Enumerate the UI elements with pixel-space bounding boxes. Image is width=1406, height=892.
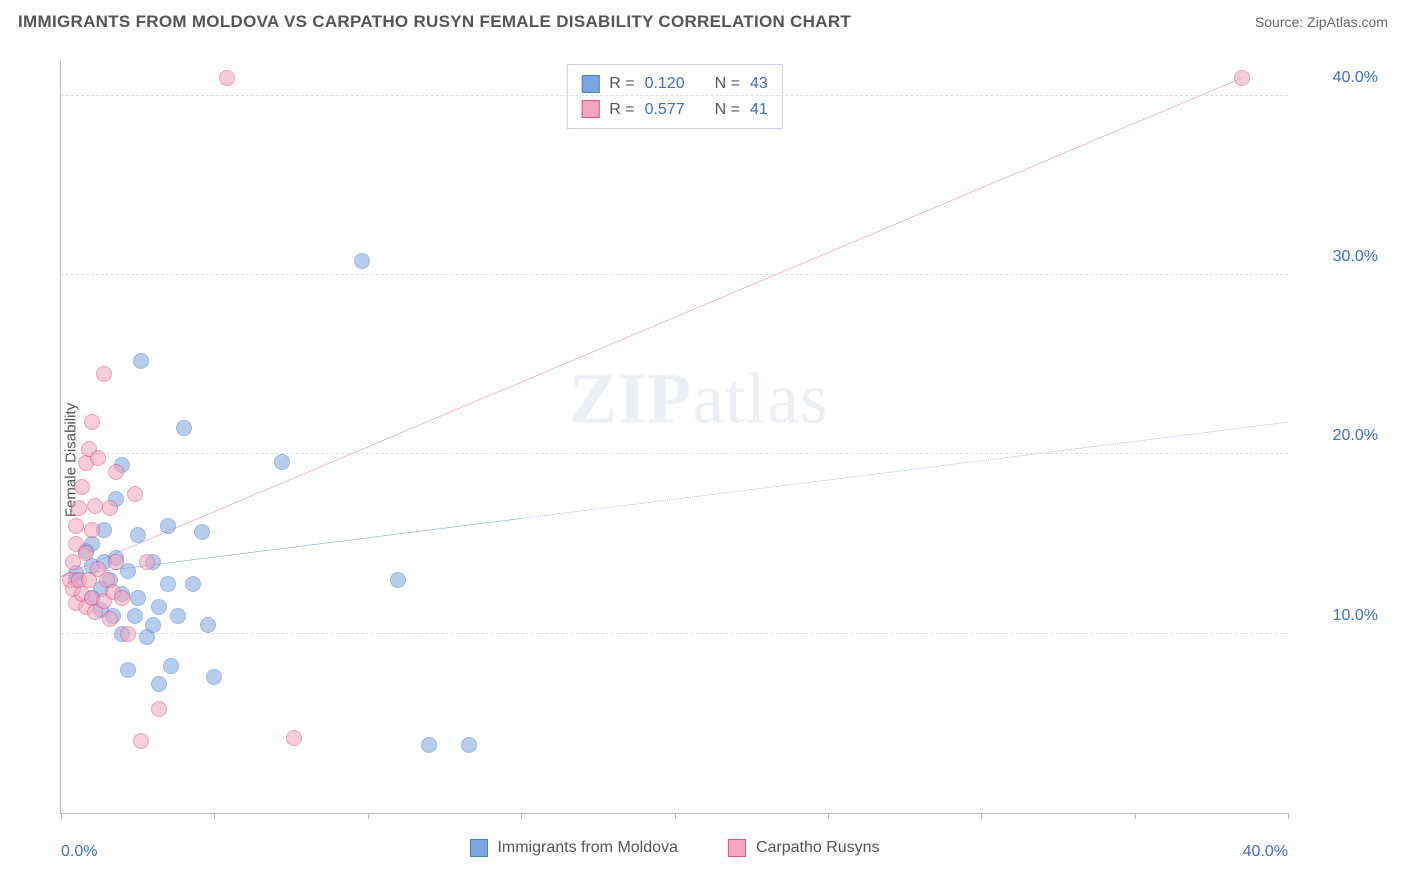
legend-label: Immigrants from Moldova — [497, 839, 678, 857]
stats-legend: R = 0.120 N = 43 R = 0.577 N = 41 — [566, 64, 783, 129]
legend-item: Immigrants from Moldova — [469, 839, 678, 857]
watermark-part1: ZIP — [569, 358, 692, 438]
data-point — [127, 486, 143, 502]
data-point — [84, 522, 100, 538]
legend-swatch — [581, 75, 599, 93]
legend-swatch — [728, 839, 746, 857]
r-label: R = — [609, 71, 634, 97]
data-point — [274, 454, 290, 470]
n-label: N = — [715, 97, 740, 123]
legend-row: R = 0.577 N = 41 — [581, 97, 768, 123]
data-point — [78, 545, 94, 561]
data-point — [108, 464, 124, 480]
header: IMMIGRANTS FROM MOLDOVA VS CARPATHO RUSY… — [0, 0, 1406, 40]
trend-line — [61, 78, 1242, 576]
watermark-part2: atlas — [692, 358, 829, 438]
data-point — [151, 676, 167, 692]
y-tick-label: 30.0% — [1298, 248, 1378, 266]
data-point — [102, 500, 118, 516]
source-label: Source: — [1255, 14, 1307, 30]
gridline — [61, 453, 1288, 454]
data-point — [170, 608, 186, 624]
data-point — [461, 737, 477, 753]
data-point — [176, 420, 192, 436]
x-tick-minor — [214, 813, 215, 819]
data-point — [421, 737, 437, 753]
x-tick-minor — [368, 813, 369, 819]
data-point — [206, 669, 222, 685]
plot-region: ZIPatlas R =0.120N =43R =0.577N =41 Immi… — [60, 60, 1288, 814]
legend-swatch — [469, 839, 487, 857]
r-value: 0.577 — [645, 97, 685, 123]
n-value: 43 — [750, 71, 768, 97]
data-point — [130, 527, 146, 543]
data-point — [133, 733, 149, 749]
x-tick — [61, 813, 62, 819]
data-point — [120, 626, 136, 642]
data-point — [1234, 70, 1250, 86]
data-point — [200, 617, 216, 633]
y-tick-label: 20.0% — [1298, 427, 1378, 445]
data-point — [194, 524, 210, 540]
trend-lines — [61, 60, 1288, 813]
data-point — [390, 572, 406, 588]
data-point — [151, 599, 167, 615]
data-point — [185, 576, 201, 592]
n-label: N = — [715, 71, 740, 97]
data-point — [133, 353, 149, 369]
data-point — [219, 70, 235, 86]
data-point — [102, 611, 118, 627]
chart-title: IMMIGRANTS FROM MOLDOVA VS CARPATHO RUSY… — [18, 12, 851, 32]
y-tick-label: 40.0% — [1298, 69, 1378, 87]
data-point — [151, 701, 167, 717]
chart-area: Female Disability ZIPatlas R =0.120N =43… — [20, 48, 1388, 872]
series-legend: Immigrants from Moldova Carpatho Rusyns — [469, 839, 879, 857]
data-point — [160, 518, 176, 534]
data-point — [74, 479, 90, 495]
data-point — [68, 518, 84, 534]
data-point — [354, 253, 370, 269]
data-point — [87, 498, 103, 514]
gridline — [61, 95, 1288, 96]
data-point — [114, 590, 130, 606]
data-point — [127, 608, 143, 624]
watermark: ZIPatlas — [569, 357, 829, 440]
legend-label: Carpatho Rusyns — [756, 839, 880, 857]
x-tick — [1288, 813, 1289, 819]
trend-line-dashed — [521, 422, 1288, 518]
x-tick-minor — [828, 813, 829, 819]
x-tick-label: 40.0% — [1243, 843, 1288, 861]
data-point — [160, 576, 176, 592]
gridline — [61, 274, 1288, 275]
r-value: 0.120 — [645, 71, 685, 97]
data-point — [139, 554, 155, 570]
data-point — [130, 590, 146, 606]
source-name: ZipAtlas.com — [1307, 14, 1388, 30]
x-tick-label: 0.0% — [61, 843, 97, 861]
r-label: R = — [609, 97, 634, 123]
data-point — [145, 617, 161, 633]
data-point — [71, 500, 87, 516]
data-point — [90, 450, 106, 466]
source: Source: ZipAtlas.com — [1255, 14, 1388, 30]
x-tick-minor — [521, 813, 522, 819]
data-point — [96, 366, 112, 382]
x-tick-minor — [1135, 813, 1136, 819]
n-value: 41 — [750, 97, 768, 123]
data-point — [286, 730, 302, 746]
legend-swatch — [581, 100, 599, 118]
x-tick — [675, 813, 676, 819]
x-tick-minor — [981, 813, 982, 819]
gridline — [61, 633, 1288, 634]
y-tick-label: 10.0% — [1298, 607, 1378, 625]
data-point — [163, 658, 179, 674]
legend-row: R = 0.120 N = 43 — [581, 71, 768, 97]
data-point — [108, 554, 124, 570]
data-point — [120, 662, 136, 678]
data-point — [84, 414, 100, 430]
legend-item: Carpatho Rusyns — [728, 839, 880, 857]
